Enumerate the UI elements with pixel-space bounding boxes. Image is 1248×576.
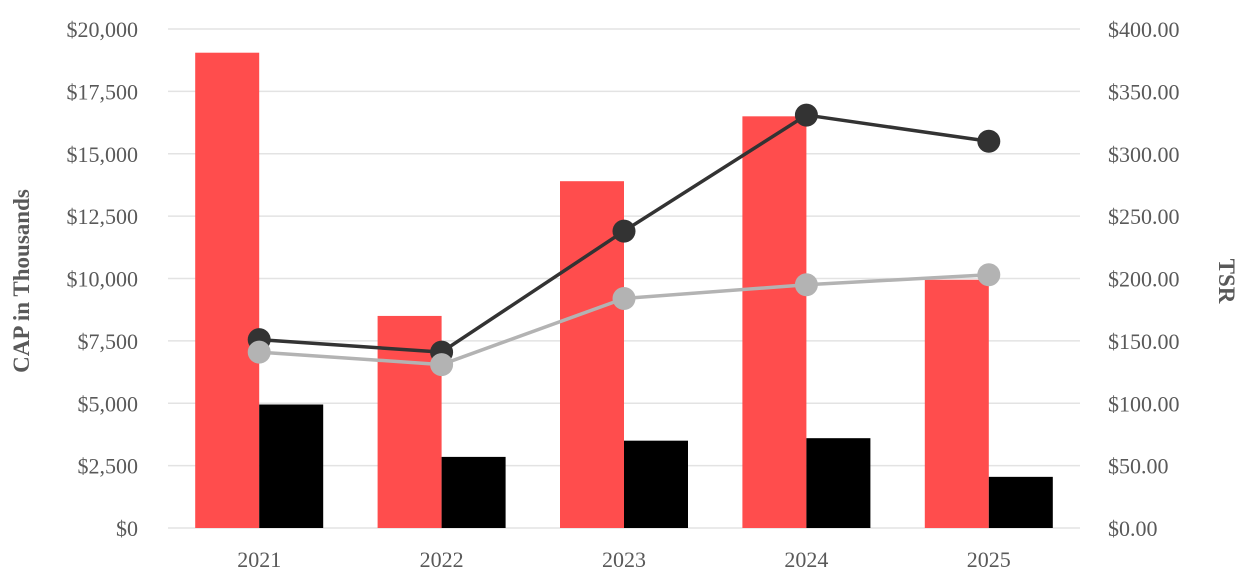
x-tick-label: 2024 — [784, 547, 828, 572]
x-tick-label: 2021 — [237, 547, 281, 572]
right-tick-label: $300.00 — [1108, 142, 1180, 167]
right-axis-title: TSR — [1214, 259, 1239, 304]
right-axis-ticks: $0.00 $50.00 $100.00 $150.00 $200.00 $250.00 $… — [1108, 17, 1180, 541]
right-tick-label: $150.00 — [1108, 329, 1180, 354]
line-point — [794, 273, 818, 297]
line-point — [977, 263, 1001, 287]
bar — [195, 52, 260, 528]
right-tick-label: $400.00 — [1108, 17, 1180, 42]
bar — [624, 440, 688, 528]
line-point — [794, 103, 818, 127]
bar — [806, 438, 871, 528]
left-tick-label: $10,000 — [67, 267, 139, 292]
bar — [742, 116, 807, 528]
left-tick-label: $12,500 — [67, 204, 139, 229]
bar — [988, 476, 1053, 528]
x-tick-label: 2025 — [967, 547, 1011, 572]
line-point — [612, 219, 636, 243]
right-tick-label: $350.00 — [1108, 79, 1180, 104]
left-tick-label: $17,500 — [67, 79, 139, 104]
left-tick-label: $15,000 — [67, 142, 139, 167]
left-tick-label: $7,500 — [78, 329, 139, 354]
right-tick-label: $0.00 — [1108, 516, 1158, 541]
line-point — [430, 353, 454, 377]
lines — [247, 103, 1001, 377]
left-tick-label: $20,000 — [67, 17, 139, 42]
bar — [924, 279, 989, 528]
right-tick-label: $100.00 — [1108, 391, 1180, 416]
left-tick-label: $5,000 — [78, 391, 139, 416]
left-axis-title: CAP in Thousands — [9, 189, 34, 373]
x-tick-label: 2023 — [602, 547, 646, 572]
left-tick-label: $0 — [116, 516, 138, 541]
line-point — [977, 129, 1001, 153]
line-point — [612, 286, 636, 310]
x-tick-label: 2022 — [420, 547, 464, 572]
right-tick-label: $200.00 — [1108, 267, 1180, 292]
line-point — [247, 340, 271, 364]
right-tick-label: $250.00 — [1108, 204, 1180, 229]
bars — [195, 52, 1053, 528]
right-tick-label: $50.00 — [1108, 454, 1169, 479]
bar — [259, 404, 324, 528]
x-axis-ticks: 2021 2022 2023 2024 2025 — [237, 547, 1011, 572]
left-axis-ticks: $0 $2,500 $5,000 $7,500 $10,000 $12,500 $15,00… — [67, 17, 139, 541]
left-tick-label: $2,500 — [78, 454, 139, 479]
bar — [441, 456, 506, 528]
